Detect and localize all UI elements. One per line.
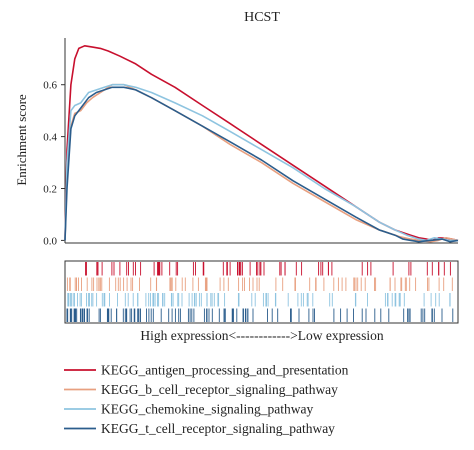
y-tick-label: 0.2 xyxy=(43,184,57,196)
legend: KEGG_antigen_processing_and_presentation… xyxy=(64,363,349,436)
y-tick-label: 0.6 xyxy=(43,80,57,92)
legend-label-3: KEGG_chemokine_signaling_pathway xyxy=(101,402,313,417)
plot-axes xyxy=(64,38,458,244)
y-tick-label: 0.0 xyxy=(43,235,57,247)
legend-label-4: KEGG_t_cell_receptor_signaling_pathway xyxy=(101,421,335,436)
y-axis-title: Enrichment score xyxy=(14,94,29,186)
legend-label-1: KEGG_antigen_processing_and_presentation xyxy=(101,363,349,378)
series-line-3 xyxy=(64,83,458,242)
hit-panel-frame xyxy=(64,260,459,324)
hit-caption: High expression<------------>Low express… xyxy=(140,328,383,343)
hit-barcode-panel xyxy=(64,260,459,324)
y-tick-label: 0.4 xyxy=(43,132,57,144)
chart-title: HCST xyxy=(244,10,280,25)
series-line-2 xyxy=(64,83,459,243)
series-line-1 xyxy=(64,44,459,242)
legend-label-2: KEGG_b_cell_receptor_signaling_pathway xyxy=(101,382,338,397)
y-axis-ticks: 0.0 0.2 0.4 0.6 xyxy=(43,80,65,247)
enrichment-lines xyxy=(64,44,459,243)
series-line-4 xyxy=(64,86,459,243)
